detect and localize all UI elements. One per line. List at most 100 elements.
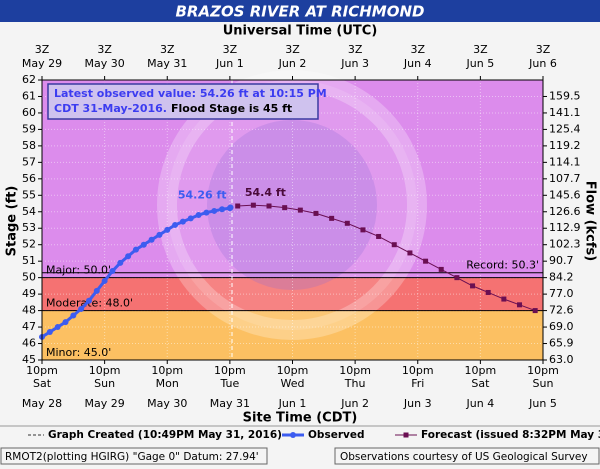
forecast-point <box>329 215 335 221</box>
legend-label: Forecast (issued 8:32PM May 31) <box>421 429 600 441</box>
info-part: CDT 31-May-2016. <box>54 102 167 115</box>
x-tick-label: 10pm <box>339 364 371 377</box>
forecast-point <box>438 266 444 272</box>
observed-point <box>156 231 163 238</box>
forecast-point <box>391 242 397 248</box>
observed-point <box>117 259 124 266</box>
observed-point <box>140 241 147 248</box>
observed-point <box>172 221 179 228</box>
forecast-point <box>423 258 429 264</box>
top-x-tick-label: 3Z <box>348 43 363 56</box>
observed-point <box>93 287 100 294</box>
info-line: Latest observed value: 54.26 ft at 10:15… <box>54 87 327 100</box>
y-tick-label: 46 <box>22 337 36 350</box>
observed-point <box>125 253 132 260</box>
top-x-tick-label: 3Z <box>160 43 175 56</box>
y-axis-title: Stage (ft) <box>5 186 20 257</box>
legend-marker <box>403 432 409 438</box>
forecast-point <box>470 283 476 289</box>
y-tick-label: 53 <box>22 221 36 234</box>
x-tick-day: Sun <box>533 377 554 390</box>
flood-band <box>42 277 543 311</box>
observed-point <box>78 305 85 312</box>
forecast-point <box>360 227 366 233</box>
y-tick-label: 54 <box>22 205 36 218</box>
flood-label: Minor: 45.0' <box>46 346 111 359</box>
forecast-point <box>454 275 460 281</box>
top-x-tick-date: Jun 3 <box>340 57 369 70</box>
top-axis-title: Universal Time (UTC) <box>223 24 378 39</box>
y2-tick-label: 126.6 <box>549 205 581 218</box>
y2-tick-label: 84.2 <box>549 271 574 284</box>
top-x-tick-date: May 30 <box>85 57 125 70</box>
info-box <box>47 83 319 120</box>
x-tick-day: Sat <box>471 377 490 390</box>
top-x-tick-label: 3Z <box>473 43 488 56</box>
x-tick-label: 10pm <box>402 364 434 377</box>
observed-point <box>187 215 194 222</box>
top-x-tick-date: Jun 1 <box>215 57 244 70</box>
y2-tick-label: 63.0 <box>549 353 574 366</box>
x-tick-day: Thu <box>344 377 366 390</box>
observed-point <box>227 204 234 211</box>
x-tick-label: 10pm <box>214 364 246 377</box>
observed-point <box>54 324 61 331</box>
observed-point <box>148 236 155 243</box>
y2-tick-label: 72.6 <box>549 304 574 317</box>
observed-point <box>203 209 210 216</box>
observed-point <box>62 319 69 326</box>
y2-tick-label: 102.3 <box>549 238 581 251</box>
x-tick-label: 10pm <box>151 364 183 377</box>
y-tick-label: 55 <box>22 188 36 201</box>
y-tick-label: 45 <box>22 353 36 366</box>
top-x-tick-label: 3Z <box>35 43 50 56</box>
series-line <box>237 204 536 312</box>
observed-point <box>70 312 77 319</box>
y2-tick-label: 69.0 <box>549 320 574 333</box>
y-tick-label: 51 <box>22 254 36 267</box>
y-tick-label: 47 <box>22 320 36 333</box>
top-x-tick-label: 3Z <box>223 43 238 56</box>
record-label: Record: 50.3' <box>466 259 539 272</box>
x-tick-date: Jun 2 <box>340 397 369 410</box>
x-tick-date: Jun 5 <box>528 397 557 410</box>
y2-tick-label: 90.7 <box>549 254 574 267</box>
forecast-point <box>407 250 413 256</box>
flood-band <box>42 310 543 360</box>
y2-tick-label: 145.6 <box>549 188 581 201</box>
x-tick-day: Sun <box>94 377 115 390</box>
x-tick-date: May 30 <box>147 397 187 410</box>
y2-tick-label: 114.1 <box>549 155 581 168</box>
y-tick-label: 57 <box>22 155 36 168</box>
observed-point <box>195 212 202 219</box>
top-x-tick-label: 3Z <box>97 43 112 56</box>
x-tick-date: Jun 4 <box>466 397 495 410</box>
top-x-tick-label: 3Z <box>410 43 425 56</box>
top-x-tick-date: May 31 <box>147 57 187 70</box>
footer-left: RMOT2(plotting HGIRG) "Gage 0" Datum: 27… <box>5 451 259 463</box>
watermark <box>207 120 377 290</box>
x-tick-day: Mon <box>156 377 179 390</box>
x-axis-title: Site Time (CDT) <box>243 411 358 426</box>
observed-point <box>211 207 218 214</box>
y2-tick-label: 159.5 <box>549 89 581 102</box>
footer-left-box <box>0 447 268 465</box>
x-tick-day: Sat <box>33 377 52 390</box>
forecast-point <box>485 289 491 295</box>
y-tick-label: 56 <box>22 172 36 185</box>
top-x-tick-date: Jun 6 <box>528 57 557 70</box>
x-tick-date: May 28 <box>22 397 62 410</box>
value-label: 54.4 ft <box>245 186 286 199</box>
footer-right: Observations courtesy of US Geological S… <box>340 451 588 463</box>
x-tick-date: May 29 <box>85 397 125 410</box>
y2-tick-label: 141.1 <box>549 106 581 119</box>
y2-tick-label: 125.4 <box>549 122 581 135</box>
forecast-point <box>313 210 319 216</box>
plot-frame <box>41 79 544 361</box>
legend-label: Observed <box>308 429 364 441</box>
footer-right-box <box>334 447 600 465</box>
y2-tick-label: 112.9 <box>549 221 581 234</box>
forecast-point <box>250 202 256 208</box>
chart-title: BRAZOS RIVER AT RICHMOND <box>175 3 424 21</box>
